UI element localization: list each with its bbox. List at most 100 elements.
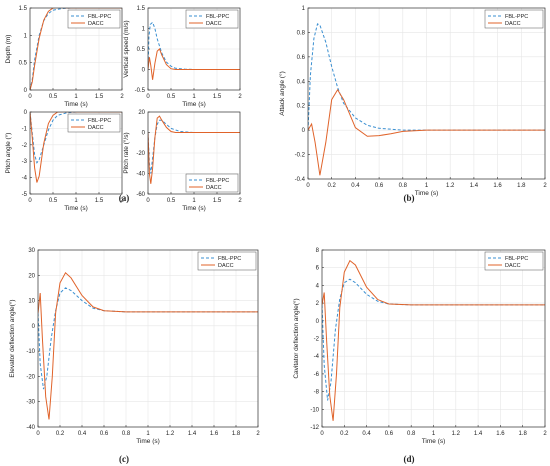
series-line-dacc [38,272,258,420]
x-tick-label: 2 [120,198,124,204]
x-tick-label: 0 [28,94,32,100]
x-tick-label: 2 [238,94,242,100]
series-group [308,23,545,176]
y-tick-label: 10 [28,299,35,305]
y-tick-label: 30 [28,248,35,254]
x-tick-label: 1.2 [166,431,175,437]
y-tick-label: 1.5 [19,6,28,12]
x-tick-label: 2 [238,198,242,204]
y-tick-label: -6 [314,372,320,378]
x-tick-label: 1.8 [232,431,241,437]
legend-label: DACC [505,263,521,269]
x-tick-label: 0.6 [375,183,384,189]
x-tick-label: 0.6 [385,431,394,437]
x-tick-label: 0.2 [340,431,349,437]
x-tick-label: 1.5 [213,94,222,100]
chart-panel-a1: 0 0.5 1 1.5 2 0 0.5 1 1.5 Time (s) Depth (m) FBL-PP… [5,6,124,108]
x-tick-label: 2 [120,94,124,100]
axes-box [37,249,259,428]
series-group [38,272,258,420]
chart-panel-a4: 0 0.5 1 1.5 2 -60 -40 -20 0 20 Time (s) Pitch rate … [122,110,242,212]
x-tick-label: 1.4 [470,183,479,189]
axes-box [147,111,241,195]
series-group [148,115,240,184]
y-tick-label: 1 [302,6,306,12]
y-tick-label: -1 [22,126,28,132]
x-tick-label: 1 [425,183,429,189]
legend-label: DACC [206,185,222,191]
y-tick-label: -10 [26,349,35,355]
x-tick-label: 0.8 [122,431,131,437]
caption-c: (c) [119,454,129,464]
y-tick-label: -5 [22,192,28,198]
x-tick-label: 1 [74,198,78,204]
legend-label: FBL-PPC [206,178,229,184]
y-axis-label: Cavitator deflection angle(°) [292,298,300,378]
x-tick-label: 0.4 [362,431,371,437]
y-tick-label: 8 [316,248,320,254]
x-tick-label: 1 [192,94,196,100]
x-axis-label: Time (s) [64,101,88,108]
x-axis-label: Time (s) [136,438,160,445]
x-tick-label: 2 [543,431,547,437]
y-tick-label: -12 [310,425,319,431]
x-axis-label: Time (s) [182,205,206,212]
y-tick-label: 0 [24,110,28,116]
series-line-fblppc [322,278,545,401]
axes-box [147,7,241,91]
x-tick-label: 1.2 [452,431,461,437]
legend-label: DACC [206,21,222,27]
series-group [322,259,545,421]
y-axis-label: Elevator deflection angle(°) [8,299,16,377]
series-line-dacc [308,88,545,176]
y-tick-label: -0.5 [135,88,146,94]
x-tick-label: 0 [28,198,32,204]
legend-label: FBL-PPC [218,256,241,262]
y-tick-label: 1 [24,33,28,39]
x-tick-label: 0 [36,431,40,437]
chart-panel-d: 0 0.2 0.4 0.6 0.8 1 1.2 1.4 1.6 1.8 2 -12 -10 -8 -6 -4 -… [292,248,547,445]
y-tick-label: 1.5 [137,6,146,12]
x-tick-label: 0.5 [167,198,176,204]
y-tick-label: -10 [310,407,319,413]
y-tick-label: -20 [26,374,35,380]
axes-box [29,111,123,195]
y-tick-label: -2 [22,143,28,149]
legend-label: FBL-PPC [88,14,111,20]
y-tick-label: 1 [142,27,146,33]
y-tick-label: 20 [28,273,35,279]
y-tick-label: -30 [26,400,35,406]
x-axis-label: Time (s) [422,438,446,445]
x-tick-label: 1 [432,431,436,437]
x-tick-label: 0.6 [100,431,109,437]
legend-label: FBL-PPC [505,14,528,20]
y-tick-label: 0 [32,324,36,330]
series-line-dacc [322,259,545,421]
x-tick-label: 2 [256,431,260,437]
legend-label: FBL-PPC [505,256,528,262]
x-tick-label: 1.8 [517,183,526,189]
x-tick-label: 0.4 [78,431,87,437]
y-tick-label: 0.4 [297,79,306,85]
x-tick-label: 0.5 [49,198,58,204]
series-group [30,8,122,90]
legend-label: DACC [88,21,104,27]
y-tick-label: -2 [314,337,320,343]
series-line-dacc [148,115,240,184]
legend-label: DACC [88,125,104,131]
x-tick-label: 0 [306,183,310,189]
x-tick-label: 0 [146,198,150,204]
legend-label: DACC [505,21,521,27]
legend-label: DACC [218,263,234,269]
y-tick-label: 0.6 [297,55,306,61]
y-tick-label: 0.2 [297,104,306,110]
y-axis-label: Depth (m) [5,35,12,64]
y-tick-label: 2 [316,301,320,307]
x-axis-label: Time (s) [415,190,439,197]
x-tick-label: 1.6 [496,431,505,437]
y-tick-label: -4 [314,354,320,360]
